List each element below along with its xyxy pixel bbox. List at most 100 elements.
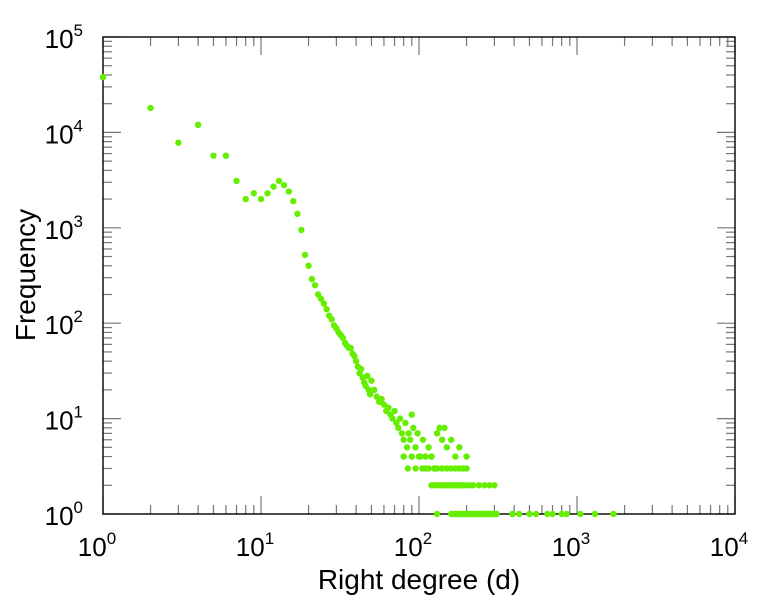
x-tick-exponent: 3 [581,529,590,548]
data-point [436,424,443,432]
data-point [448,436,455,443]
data-point [400,436,407,443]
data-point [407,436,414,443]
data-point [425,465,432,472]
data-point [275,177,283,185]
data-point [294,210,301,218]
data-point [558,510,565,518]
y-tick-exponent: 4 [74,116,83,135]
data-point [419,465,426,472]
data-point [404,465,412,472]
data-point [270,183,277,190]
data-point [385,404,392,411]
y-tick-label: 100 [45,498,83,531]
data-point [412,444,419,451]
x-tick-exponent: 0 [107,529,116,548]
minor-ticks [103,37,735,514]
data-point [549,510,556,518]
data-point [99,73,107,81]
data-point [408,453,415,460]
data-point [577,510,584,518]
data-point [526,510,533,518]
data-point [591,510,599,518]
data-point [491,482,498,489]
data-point [323,306,330,313]
data-point [438,436,446,443]
data-point [347,344,354,352]
data-point [280,181,288,189]
data-point [456,444,463,451]
data-point [317,295,325,303]
data-point [438,465,446,472]
data-point [481,482,488,489]
data-point [425,444,432,451]
data-point [532,510,540,518]
data-point [443,444,451,451]
data-point [433,430,441,437]
x-tick-label: 104 [710,529,748,562]
data-point [393,419,400,427]
data-point [222,152,230,159]
x-tick-exponent: 2 [423,529,432,548]
x-tick-exponent: 1 [265,529,274,548]
plot-frame [102,36,736,515]
data-point [328,316,335,323]
data-point [463,465,470,472]
x-tick-labels: 100 101 102 103 104 [78,529,748,562]
data-point [412,465,419,472]
data-point [298,226,305,234]
data-point [250,190,257,197]
y-tick-exponent: 3 [74,212,83,231]
data-point [452,453,459,460]
x-axis-label: Right degree (d) [318,564,520,595]
data-point [290,198,297,205]
y-axis-label: Frequency [10,209,41,341]
data-point [378,395,385,403]
data-point [402,419,409,427]
data-point [370,386,378,394]
data-point [509,510,516,518]
data-point [210,152,217,159]
data-point [363,372,371,380]
data-point [544,510,551,518]
data-point [515,510,523,518]
data-point [308,275,316,283]
y-tick-exponent: 5 [74,21,83,40]
data-point [194,121,202,129]
data-point [147,104,154,112]
y-tick-exponent: 0 [74,498,83,517]
data-points [99,73,617,518]
y-tick-exponent: 1 [74,403,83,422]
data-point [320,300,328,307]
data-point [428,453,435,460]
data-point [563,510,570,518]
data-point [398,430,406,437]
data-point [405,430,412,437]
data-point [433,510,441,518]
data-point [264,190,271,197]
data-point [610,510,617,518]
data-point [257,195,265,203]
data-point [422,453,429,460]
data-point [403,444,411,451]
data-point [242,195,249,203]
data-point [396,415,404,422]
data-point [311,282,319,289]
data-point [233,177,240,185]
data-point [373,393,380,400]
data-point [414,430,421,437]
data-point [469,482,477,489]
data-point [339,334,347,342]
x-tick-exponent: 4 [739,529,748,548]
data-point [175,139,182,146]
data-point [389,415,396,422]
data-point [285,188,293,195]
data-point [441,424,448,432]
data-point [395,424,402,432]
data-point [408,411,415,418]
data-point [486,482,493,489]
data-point [301,251,309,259]
data-point [368,377,375,384]
